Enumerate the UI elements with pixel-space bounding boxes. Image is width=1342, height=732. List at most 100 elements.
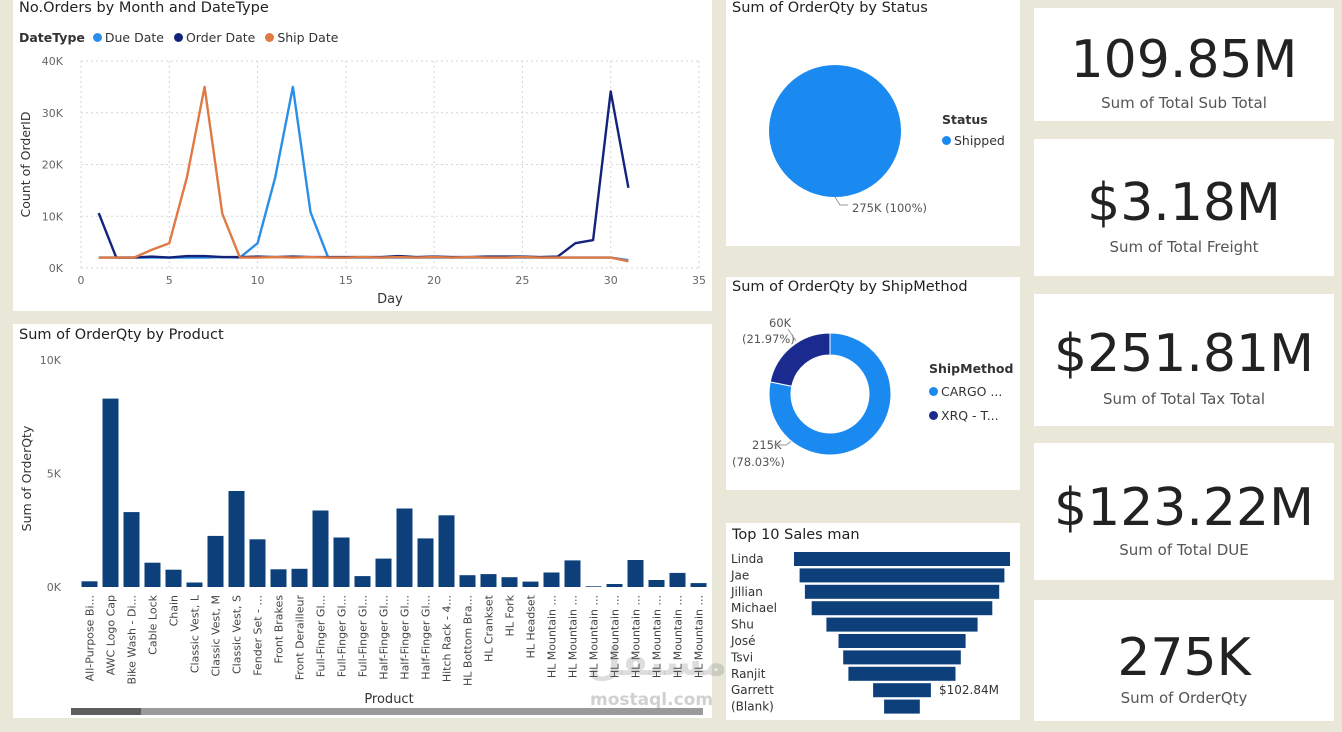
bar[interactable] bbox=[123, 512, 140, 587]
x-tick-label: HL Mountain ... bbox=[651, 595, 664, 678]
bar[interactable] bbox=[228, 491, 245, 587]
bar[interactable] bbox=[270, 569, 287, 587]
y-tick-label: 40K bbox=[42, 55, 64, 68]
y-tick-label: 30K bbox=[42, 107, 64, 120]
x-tick-label: Classic Vest, M bbox=[210, 595, 223, 677]
shipmethod-legend: ShipMethod CARGO ... XRQ - T... bbox=[929, 361, 1013, 423]
bar[interactable] bbox=[249, 539, 266, 587]
legend-item-xrq[interactable]: XRQ - T... bbox=[929, 408, 999, 423]
salesman-label: Michael bbox=[731, 601, 777, 615]
bar[interactable] bbox=[291, 568, 308, 587]
x-tick-label: Cable Lock bbox=[147, 594, 160, 654]
funnel-bar[interactable] bbox=[843, 650, 961, 665]
x-tick-label: HL Mountain ... bbox=[546, 595, 559, 678]
bar[interactable] bbox=[186, 582, 203, 588]
ship-date-dot bbox=[265, 33, 275, 42]
kpi-value: $251.81M bbox=[1054, 324, 1314, 384]
funnel-bar[interactable] bbox=[873, 683, 931, 698]
series-line-due-date[interactable] bbox=[98, 85, 629, 262]
x-tick-label: 5 bbox=[166, 274, 173, 287]
shipmethod-legend-title: ShipMethod bbox=[929, 361, 1014, 376]
bar[interactable] bbox=[165, 569, 182, 587]
kpi-label: Sum of Total Tax Total bbox=[1103, 390, 1265, 408]
bar[interactable] bbox=[417, 538, 434, 587]
legend-item-shipped[interactable]: Shipped bbox=[942, 133, 1005, 148]
y-tick-label: 0K bbox=[47, 581, 62, 594]
scrollbar-thumb[interactable] bbox=[71, 708, 141, 715]
donut-slice[interactable] bbox=[769, 332, 831, 387]
bar[interactable] bbox=[606, 584, 623, 587]
bar[interactable] bbox=[501, 577, 518, 587]
bar[interactable] bbox=[648, 580, 665, 587]
kpi-label: Sum of Total DUE bbox=[1119, 541, 1249, 559]
legend-label-ship: Ship Date bbox=[277, 30, 339, 45]
legend-item-due-date[interactable]: Due Date bbox=[92, 30, 164, 45]
bar[interactable] bbox=[333, 537, 350, 588]
kpi-card-freight: $3.18M Sum of Total Freight bbox=[1034, 139, 1334, 276]
x-tick-label: All-Purpose Bi... bbox=[84, 595, 97, 681]
donut-leader-small bbox=[787, 328, 797, 342]
bar[interactable] bbox=[144, 562, 161, 587]
bar[interactable] bbox=[459, 575, 476, 587]
donut-label-small-value: 60K bbox=[769, 316, 792, 330]
funnel-bar[interactable] bbox=[826, 617, 978, 632]
legend-item-cargo[interactable]: CARGO ... bbox=[929, 384, 1002, 399]
donut-label-small-pct: (21.97%) bbox=[742, 332, 795, 346]
legend-title: DateType bbox=[19, 30, 85, 45]
bar[interactable] bbox=[543, 572, 560, 588]
y-axis-title: Sum of OrderQty bbox=[19, 425, 34, 531]
bar[interactable] bbox=[627, 560, 644, 587]
y-tick-label: 10K bbox=[40, 354, 62, 367]
funnel-bar[interactable] bbox=[848, 666, 956, 681]
bar[interactable] bbox=[522, 581, 539, 587]
pie-slice-shipped[interactable] bbox=[769, 65, 901, 197]
x-tick-label: 20 bbox=[427, 274, 441, 287]
x-tick-label: HL Mountain ... bbox=[630, 595, 643, 678]
bar[interactable] bbox=[354, 576, 371, 587]
x-tick-label: HL Headset bbox=[525, 594, 538, 658]
legend-item-ship-date[interactable]: Ship Date bbox=[265, 30, 338, 45]
donut-slice[interactable] bbox=[768, 332, 892, 456]
series-line-ship-date[interactable] bbox=[98, 85, 629, 263]
bar[interactable] bbox=[375, 558, 392, 587]
legend-item-order-date[interactable]: Order Date bbox=[173, 30, 255, 45]
kpi-label: Sum of Total Sub Total bbox=[1101, 94, 1267, 112]
kpi-value: 109.85M bbox=[1070, 30, 1298, 90]
funnel-bar[interactable] bbox=[884, 699, 920, 714]
x-tick-label: Chain bbox=[168, 595, 181, 626]
legend-label-due: Due Date bbox=[104, 30, 164, 45]
salesman-label: Shu bbox=[731, 618, 754, 632]
bar[interactable] bbox=[690, 583, 707, 587]
bar[interactable] bbox=[669, 572, 686, 587]
y-tick-label: 10K bbox=[42, 210, 64, 223]
funnel-bar[interactable] bbox=[799, 568, 1005, 583]
bar[interactable] bbox=[207, 535, 224, 587]
funnel-bar[interactable] bbox=[804, 584, 1000, 599]
x-tick-label: Full-Finger Gl... bbox=[336, 595, 349, 677]
bar[interactable] bbox=[312, 510, 329, 588]
funnel-bar[interactable] bbox=[811, 601, 993, 616]
kpi-card-orderqty: 275K Sum of OrderQty bbox=[1034, 600, 1334, 721]
funnel-bar[interactable] bbox=[838, 634, 966, 648]
bar[interactable] bbox=[438, 515, 455, 587]
bar[interactable] bbox=[585, 586, 602, 587]
bar[interactable] bbox=[564, 560, 581, 587]
bar[interactable] bbox=[480, 574, 497, 587]
x-tick-label: Bike Wash - Di... bbox=[126, 595, 139, 684]
legend-label-xrq: XRQ - T... bbox=[941, 408, 999, 423]
bar[interactable] bbox=[396, 508, 413, 588]
funnel-bar[interactable] bbox=[794, 552, 1010, 566]
line-chart-card: No.Orders by Month and DateType DateType… bbox=[13, 0, 712, 311]
status-legend: Status Shipped bbox=[942, 112, 1005, 148]
x-tick-label: Full-Finger Gl... bbox=[315, 595, 328, 677]
bar[interactable] bbox=[102, 398, 119, 587]
x-tick-label: Front Derailleur bbox=[294, 595, 307, 681]
due-date-dot bbox=[92, 33, 102, 42]
kpi-value: $3.18M bbox=[1087, 173, 1281, 233]
x-tick-label: Classic Vest, S bbox=[231, 595, 244, 674]
bar[interactable] bbox=[81, 581, 98, 587]
line-chart-legend: DateType Due Date Order Date Ship Date bbox=[19, 30, 338, 45]
x-tick-label: 30 bbox=[604, 274, 618, 287]
series-line-order-date[interactable] bbox=[97, 90, 630, 259]
x-tick-label: HL Mountain ... bbox=[672, 595, 685, 678]
